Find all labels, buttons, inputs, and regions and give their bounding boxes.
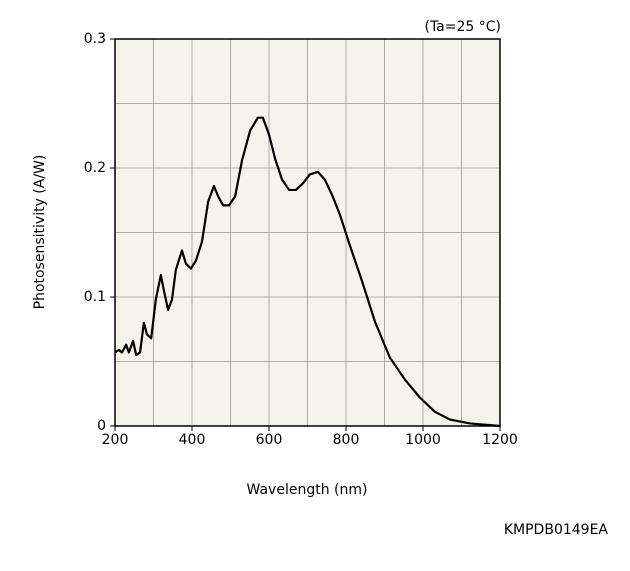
x-tick-label: 800 — [333, 432, 360, 448]
y-tick-label: 0.1 — [84, 289, 106, 305]
document-code: KMPDB0149EA — [504, 522, 609, 538]
y-tick-label: 0.2 — [84, 160, 106, 176]
x-tick-label: 400 — [179, 432, 206, 448]
y-tick-label: 0 — [97, 418, 106, 434]
x-axis-label: Wavelength (nm) — [247, 482, 368, 498]
condition-note: (Ta=25 °C) — [424, 19, 501, 35]
x-tick-label: 200 — [102, 432, 129, 448]
y-tick-label: 0.3 — [84, 31, 106, 47]
plot-frame — [114, 38, 501, 427]
x-tick-label: 1200 — [482, 432, 518, 448]
data-line — [114, 116, 501, 428]
x-tick-label: 600 — [256, 432, 283, 448]
x-tick-label: 1000 — [405, 432, 441, 448]
y-axis-label: Photosensitivity (A/W) — [32, 155, 48, 310]
